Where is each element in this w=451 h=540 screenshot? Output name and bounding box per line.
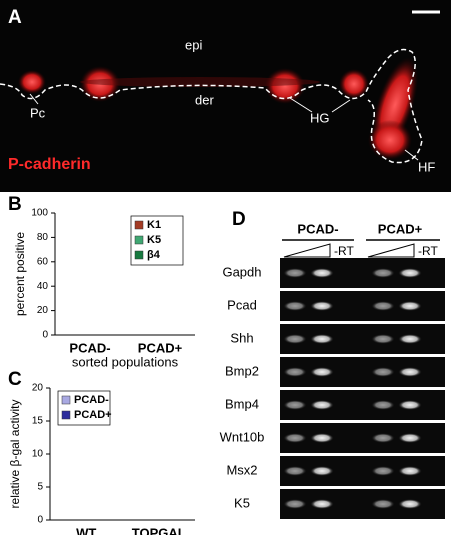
gel-band [371,499,395,509]
x-axis-label: sorted populations [72,354,179,369]
gel-band [371,367,395,377]
y-tick-label: 40 [37,281,49,292]
gel-band [371,268,395,278]
gel-band [398,499,422,509]
gene-label: Msx2 [226,462,257,477]
legend-swatch [134,220,144,230]
y-tick-label: 0 [42,330,48,341]
gel-band [283,499,307,509]
gel-band [310,334,334,344]
gene-label: Wnt10b [220,429,265,444]
y-tick-label: 15 [32,416,44,427]
legend-label: K5 [147,234,161,246]
gene-label: K5 [234,495,250,510]
y-axis-label: percent positive [13,232,27,316]
gel-band [371,466,395,476]
gene-label: Gapdh [222,264,261,279]
gel-band [398,334,422,344]
gel-band [310,499,334,509]
gel-band [310,301,334,311]
gel-band [310,433,334,443]
gel-band [310,466,334,476]
gel-band [310,400,334,410]
gel-band [283,400,307,410]
gel-band [398,400,422,410]
structure-label: HG [310,110,330,125]
legend-swatch [61,395,71,405]
gel-band [371,301,395,311]
pointer [404,149,419,161]
gel-band [398,433,422,443]
gradient-triangle [367,243,415,258]
region-label: der [195,92,214,107]
pointer [29,93,39,105]
y-tick-label: 60 [37,256,49,267]
y-tick-label: 100 [31,208,48,219]
panel-label: A [8,7,22,28]
gel-band [310,367,334,377]
panel-label: C [8,369,22,390]
x-tick-label: TOPGAL [132,525,186,535]
panel-label: B [8,194,22,215]
y-tick-label: 0 [37,515,43,526]
y-tick-label: 20 [37,305,49,316]
gel-band [283,466,307,476]
x-tick-label: PCAD+ [138,340,183,355]
pointer [331,99,351,113]
legend-swatch [134,250,144,260]
legend-label: K1 [147,219,161,231]
gel-band [371,334,395,344]
legend-label: PCAD+ [74,409,112,421]
gradient-triangle [283,243,331,258]
stain-signal [18,57,419,160]
gel-band [283,367,307,377]
gel-band [310,268,334,278]
gel-band [398,466,422,476]
y-axis-label: relative β-gal activity [8,400,22,509]
y-tick-label: 5 [37,482,43,493]
gel-band [398,367,422,377]
panel-d: D PCAD- PCAD+ -RT -RT Gapdh Pcad Shh Bmp2 Bm… [220,209,445,519]
gene-label: Bmp2 [225,363,259,378]
y-tick-label: 20 [32,383,44,394]
gene-label: Pcad [227,297,257,312]
gel-band [371,400,395,410]
x-tick-label: WT [76,525,96,535]
y-tick-label: 80 [37,232,49,243]
legend-swatch [134,235,144,245]
gel-band [283,301,307,311]
region-label: epi [185,37,202,52]
structure-label: Pc [30,105,46,120]
x-tick-label: PCAD- [69,340,110,355]
legend-label: β4 [147,249,161,261]
y-tick-label: 10 [32,449,44,460]
gel-band [283,433,307,443]
legend-swatch [61,410,71,420]
structure-label: HF [418,159,435,174]
stain-label: P-cadherin [8,156,91,173]
gel-band [283,334,307,344]
micrograph [0,0,451,192]
gel-band [371,433,395,443]
gene-label: Shh [230,330,253,345]
gel-band [398,268,422,278]
panel-label: D [232,209,246,230]
gene-label: Bmp4 [225,396,259,411]
group-label: PCAD- [297,221,338,236]
gel-band [283,268,307,278]
gel-band [398,301,422,311]
panel-a: A epi der Pc HG HF P-cadherin [0,0,451,192]
legend-label: PCAD- [74,394,109,406]
control-label: -RT [334,244,354,258]
pointer [289,97,313,113]
group-label: PCAD+ [378,221,423,236]
control-label: -RT [418,244,438,258]
